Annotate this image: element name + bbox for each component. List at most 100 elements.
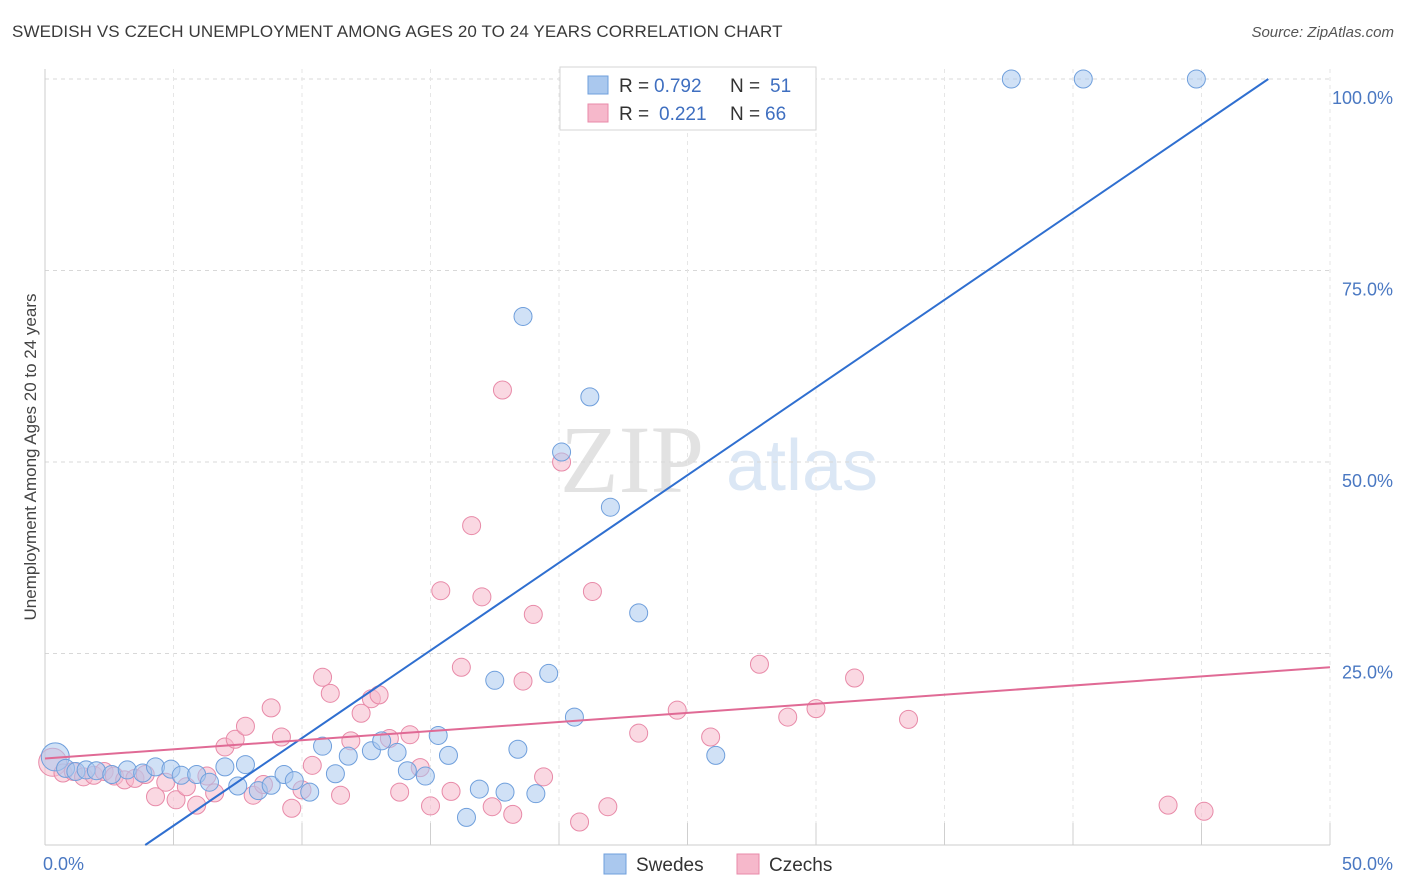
swedes-point bbox=[228, 776, 248, 796]
czechs-point bbox=[235, 716, 255, 736]
stats-legend-czechs-n-value: 66 bbox=[765, 104, 786, 125]
czechs-point bbox=[166, 790, 186, 810]
swedes-point bbox=[387, 742, 407, 762]
chart-source: Source: ZipAtlas.com bbox=[1251, 24, 1394, 41]
czechs-point bbox=[482, 797, 502, 817]
swedes-point bbox=[508, 739, 528, 759]
czechs-point bbox=[598, 797, 618, 817]
czechs-point bbox=[441, 781, 461, 801]
czechs-point bbox=[570, 812, 590, 832]
swedes-point bbox=[284, 771, 304, 791]
czechs-point bbox=[899, 709, 919, 729]
swedes-point bbox=[117, 760, 137, 780]
czechs-point bbox=[431, 581, 451, 601]
czechs-point bbox=[261, 698, 281, 718]
czechs-point bbox=[701, 727, 721, 747]
legend-czechs-swatch bbox=[736, 853, 760, 875]
swedes-point bbox=[580, 387, 600, 407]
swedes-point bbox=[235, 755, 255, 775]
stats-legend-swedes-n-label: N = bbox=[730, 76, 760, 97]
swedes-point bbox=[372, 731, 392, 751]
stats-legend-czechs-n-label: N = bbox=[730, 104, 760, 125]
czechs-point bbox=[320, 683, 340, 703]
czechs-point bbox=[302, 755, 322, 775]
swedes-point bbox=[338, 746, 358, 766]
czechs-point bbox=[1158, 795, 1178, 815]
swedes-point bbox=[438, 745, 458, 765]
stats-legend-swedes-swatch bbox=[587, 75, 609, 95]
swedes-point bbox=[215, 757, 235, 777]
swedes-point bbox=[397, 761, 417, 781]
czechs-point bbox=[282, 798, 302, 818]
trend-lines bbox=[44, 78, 1331, 846]
czechs-point bbox=[313, 667, 333, 687]
swedes-point bbox=[539, 663, 559, 683]
swedes-point bbox=[706, 745, 726, 765]
czechs-point bbox=[523, 604, 543, 624]
czechs-point bbox=[749, 654, 769, 674]
y-tick-label: 25.0% bbox=[1342, 663, 1393, 683]
czechs-point bbox=[369, 685, 389, 705]
legend-swedes-label: Swedes bbox=[636, 855, 704, 876]
swedes-point bbox=[485, 670, 505, 690]
czechs-point bbox=[390, 782, 410, 802]
swedes-point bbox=[469, 779, 489, 799]
swedes-point bbox=[325, 764, 345, 784]
czechs-point bbox=[534, 767, 554, 787]
stats-legend-czechs-swatch bbox=[587, 103, 609, 123]
stats-legend-swedes-r-label: R = bbox=[619, 76, 649, 97]
czechs-point bbox=[400, 725, 420, 745]
czechs-point bbox=[667, 700, 687, 720]
bottom-legend: Swedes Czechs bbox=[603, 853, 832, 876]
czechs-point bbox=[331, 785, 351, 805]
swedes-point bbox=[600, 497, 620, 517]
swedes-point bbox=[495, 782, 515, 802]
watermark: ZIP atlas bbox=[560, 406, 878, 513]
czechs-point bbox=[421, 796, 440, 816]
swedes-points bbox=[40, 69, 1206, 827]
swedes-trend-line bbox=[144, 78, 1269, 846]
y-tick-label: 100.0% bbox=[1332, 88, 1393, 108]
czechs-point bbox=[503, 804, 523, 824]
stats-legend-swedes-n-value: 51 bbox=[770, 76, 791, 97]
y-tick-label: 75.0% bbox=[1342, 280, 1393, 300]
legend-czechs-label: Czechs bbox=[769, 855, 832, 876]
swedes-point bbox=[526, 784, 546, 804]
swedes-point bbox=[552, 442, 572, 462]
swedes-point bbox=[313, 736, 333, 756]
watermark-zip: ZIP bbox=[560, 406, 704, 513]
swedes-point bbox=[1186, 69, 1206, 89]
czechs-point bbox=[845, 668, 865, 688]
stats-legend: R = 0.792 N = 51 R = 0.221 N = 66 bbox=[559, 66, 817, 131]
stats-legend-czechs-r-value: 0.221 bbox=[659, 104, 707, 125]
czechs-point bbox=[351, 703, 371, 723]
czechs-point bbox=[472, 587, 492, 607]
legend-swedes-swatch bbox=[603, 853, 627, 875]
swedes-point bbox=[1001, 69, 1021, 89]
stats-legend-czechs-r-label: R = bbox=[619, 104, 649, 125]
czechs-point bbox=[513, 671, 533, 691]
swedes-point bbox=[1073, 69, 1093, 89]
czechs-point bbox=[451, 657, 471, 677]
swedes-point bbox=[456, 807, 476, 827]
swedes-point bbox=[513, 306, 533, 326]
x-tick-label: 50.0% bbox=[1342, 854, 1393, 874]
czechs-point bbox=[187, 795, 207, 815]
czechs-point bbox=[778, 707, 798, 727]
czechs-trend-line bbox=[44, 666, 1331, 760]
czechs-point bbox=[462, 516, 482, 536]
swedes-point bbox=[564, 707, 584, 727]
swedes-point bbox=[261, 775, 281, 795]
czechs-point bbox=[629, 723, 649, 743]
chart-title: SWEDISH VS CZECH UNEMPLOYMENT AMONG AGES… bbox=[12, 22, 783, 41]
axes: 25.0% 50.0% 75.0% 100.0% 0.0% 50.0% bbox=[43, 69, 1393, 874]
czechs-point bbox=[582, 581, 602, 601]
swedes-point bbox=[415, 766, 435, 786]
czechs-point bbox=[146, 787, 166, 807]
watermark-atlas: atlas bbox=[726, 426, 878, 506]
swedes-point bbox=[300, 782, 320, 802]
stats-legend-swedes-r-value: 0.792 bbox=[654, 76, 702, 97]
czechs-point bbox=[1194, 801, 1214, 821]
swedes-point bbox=[629, 603, 649, 623]
